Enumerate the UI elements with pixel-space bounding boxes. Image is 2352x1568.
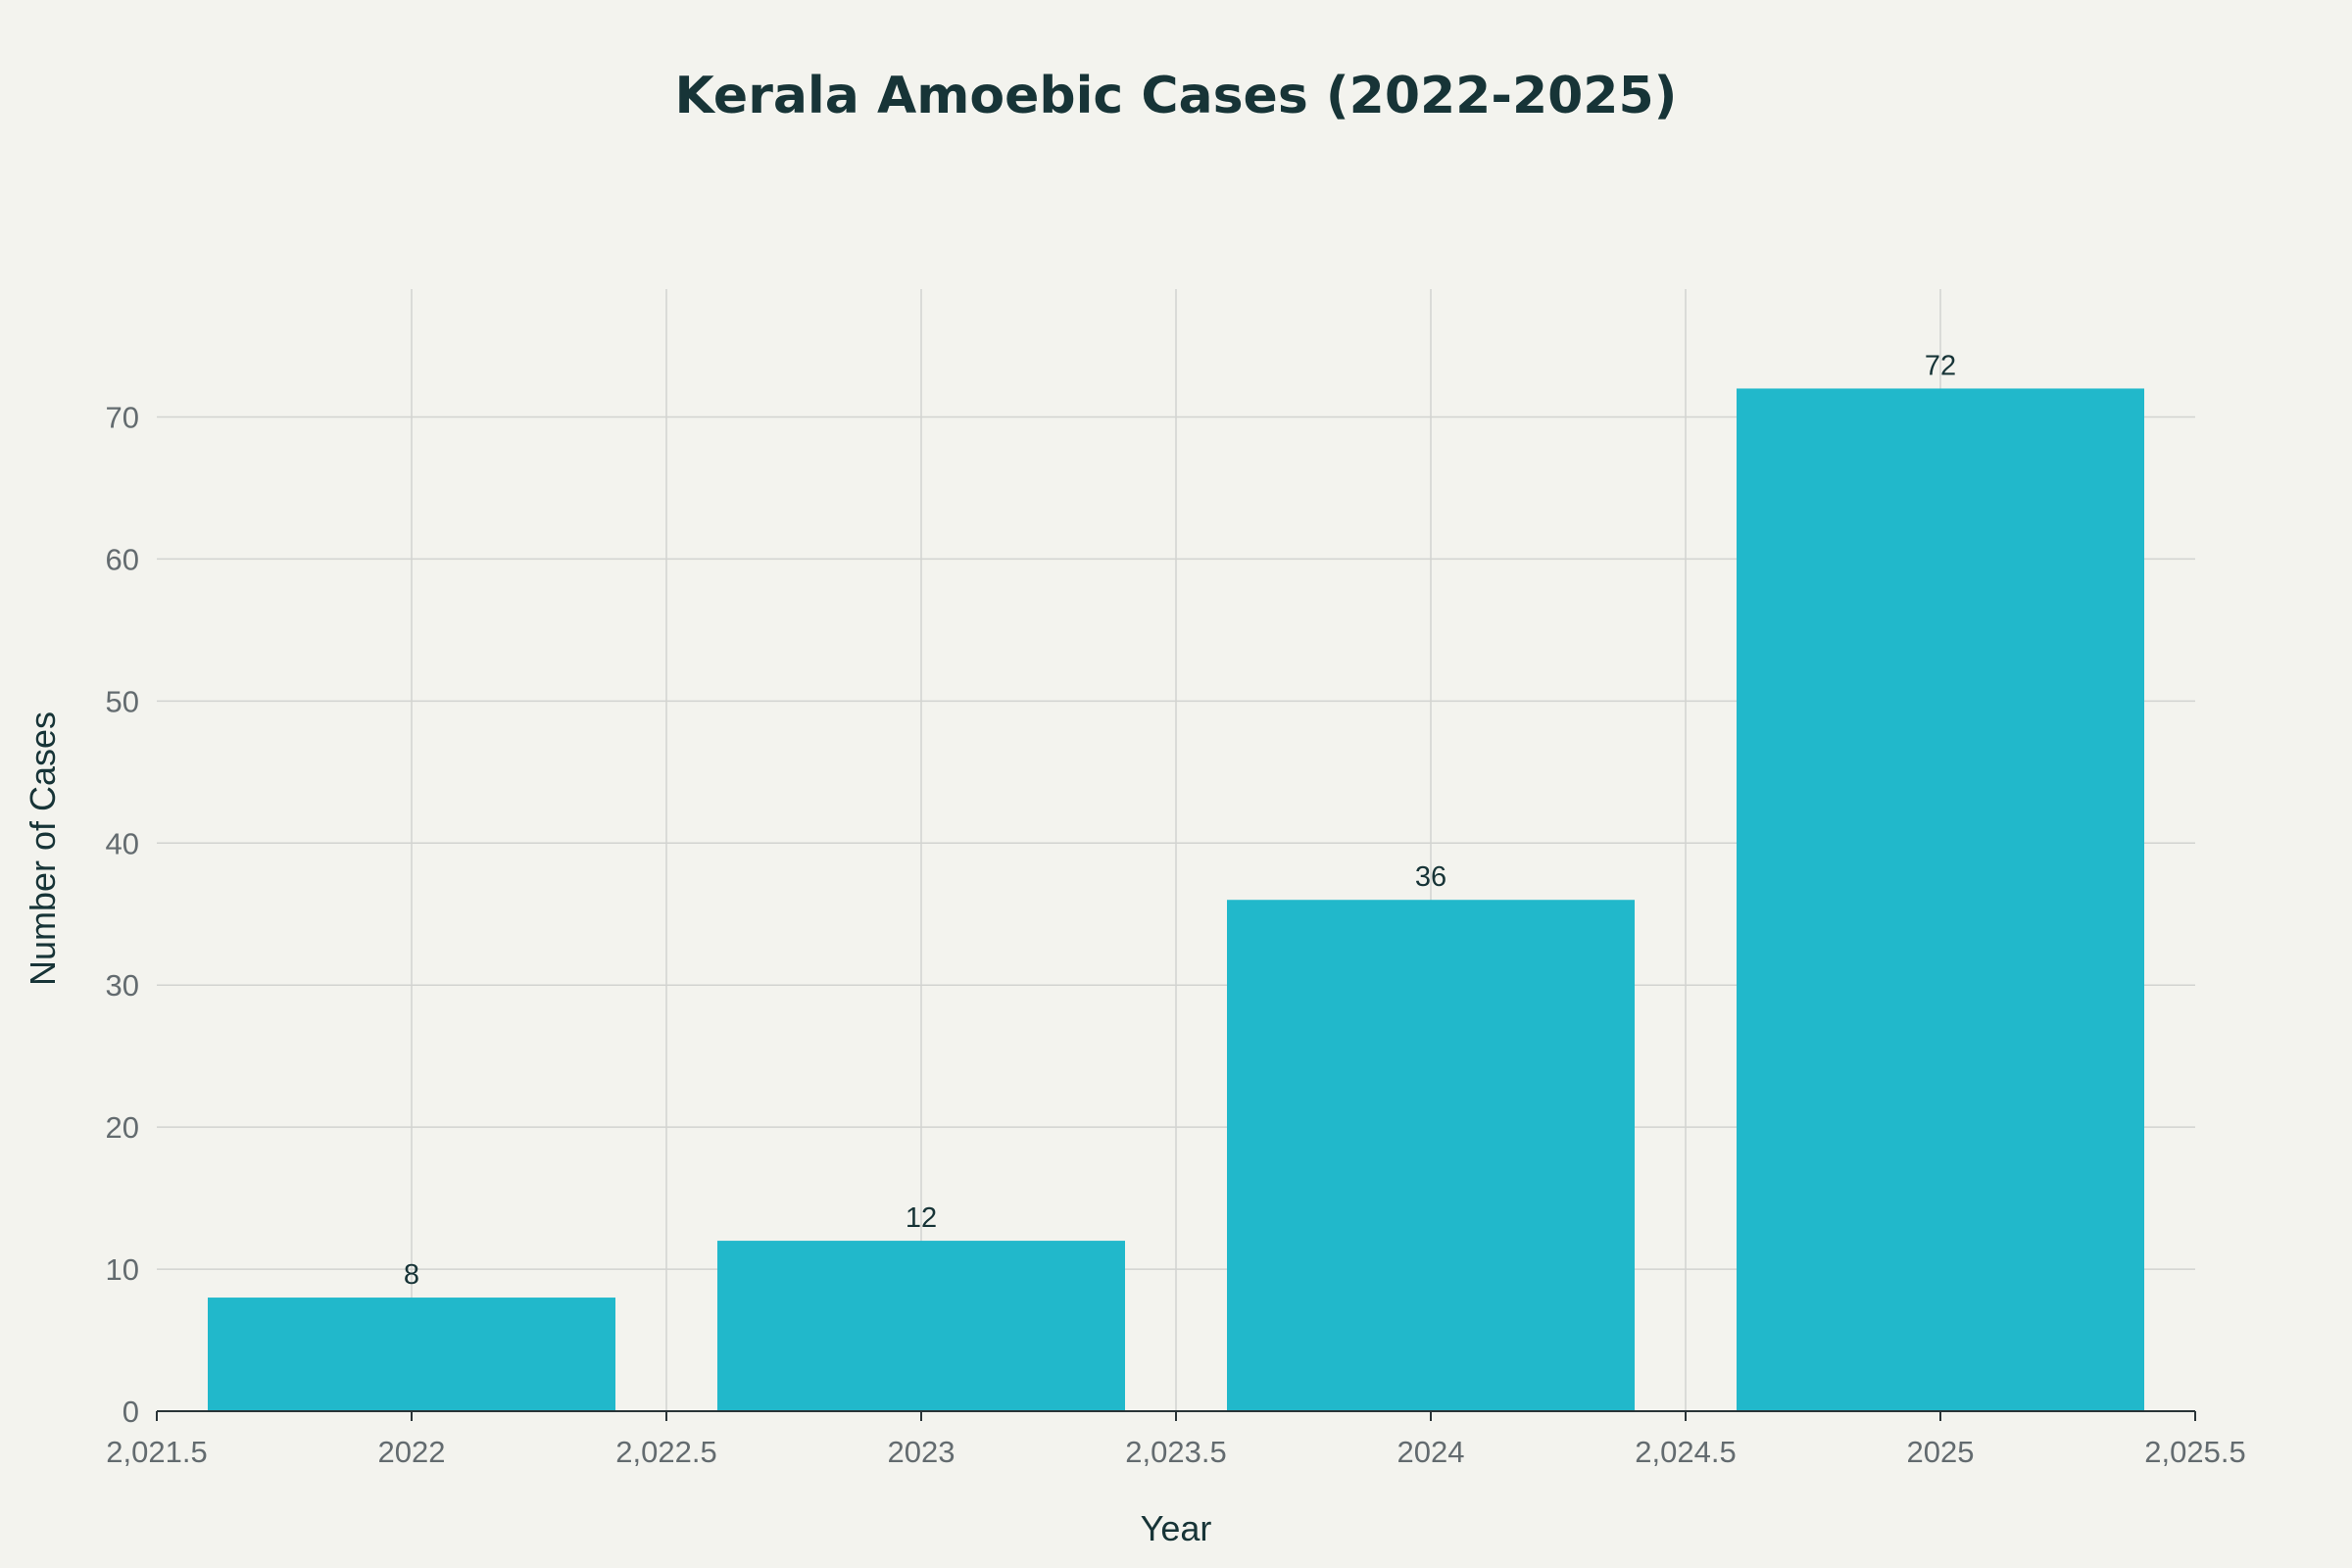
- x-tick-label: 2,024.5: [1635, 1435, 1736, 1469]
- y-tick-label: 60: [106, 542, 139, 576]
- data-label-2022: 8: [404, 1259, 419, 1291]
- axes: 2,021.5 2022 2,022.5 2023 2,023.5 2024 2,024.5…: [106, 400, 2246, 1469]
- x-tick-label: 2,025.5: [2144, 1435, 2245, 1469]
- x-tick-label: 2022: [378, 1435, 446, 1469]
- x-tick-label: 2024: [1397, 1435, 1465, 1469]
- data-label-2023: 12: [906, 1202, 937, 1234]
- data-label-2024: 36: [1415, 861, 1446, 893]
- y-tick-label: 10: [106, 1252, 139, 1287]
- bar-2023[interactable]: [717, 1241, 1125, 1411]
- x-tick-label: 2,021.5: [106, 1435, 207, 1469]
- y-tick-label: 40: [106, 826, 139, 860]
- bar-2024[interactable]: [1227, 900, 1635, 1411]
- y-tick-label: 20: [106, 1110, 139, 1145]
- y-axis-label: Number of Cases: [23, 711, 63, 986]
- y-tick-label: 70: [106, 400, 139, 434]
- data-label-2025: 72: [1925, 350, 1956, 381]
- x-tick-label: 2025: [1907, 1435, 1975, 1469]
- bars: [208, 388, 2144, 1411]
- y-tick-label: 30: [106, 968, 139, 1003]
- bar-2022[interactable]: [208, 1298, 615, 1411]
- x-tick-label: 2,022.5: [615, 1435, 716, 1469]
- y-tick-label: 50: [106, 684, 139, 718]
- data-labels: 8 12 36 72: [404, 350, 1956, 1291]
- x-axis-label: Year: [1141, 1508, 1212, 1548]
- chart-title: Kerala Amoebic Cases (2022-2025): [675, 67, 1678, 125]
- bar-2025[interactable]: [1737, 388, 2144, 1411]
- x-tick-label: 2023: [888, 1435, 956, 1469]
- y-tick-label: 0: [122, 1395, 139, 1429]
- x-tick-label: 2,023.5: [1125, 1435, 1226, 1469]
